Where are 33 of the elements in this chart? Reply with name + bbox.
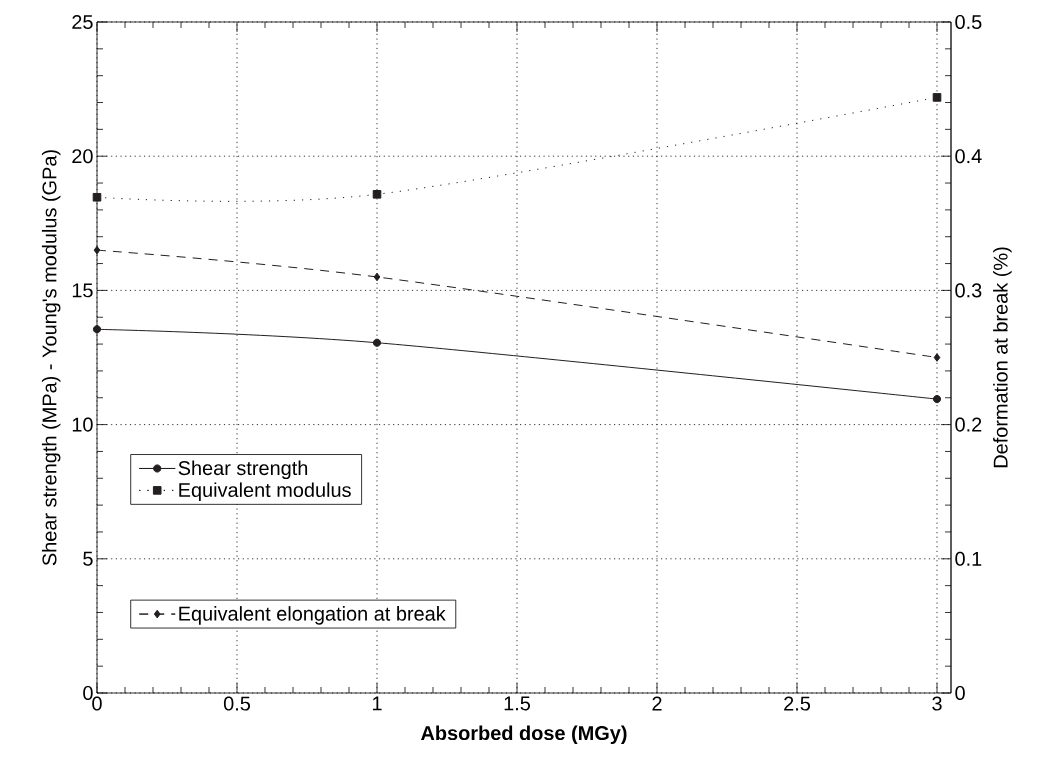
legend-label: Equivalent modulus xyxy=(179,482,351,502)
y2-tick-label: 0.3 xyxy=(955,283,982,298)
point xyxy=(92,325,102,334)
point xyxy=(92,192,102,202)
legend-label: Equivalent elongation at break xyxy=(179,606,446,625)
point xyxy=(933,353,941,362)
x-axis-title: Absorbed dose (MGy) xyxy=(421,725,627,745)
y2-tick-label: 0 xyxy=(955,685,965,701)
x-tick-label: 3 xyxy=(932,696,942,711)
y-tick-label: 20 xyxy=(72,149,93,164)
point xyxy=(373,272,381,282)
point xyxy=(372,190,382,199)
point xyxy=(372,338,382,347)
y-tick-label: 10 xyxy=(72,417,93,432)
x-tick-label: 2.5 xyxy=(784,696,811,711)
x-tick-label: 1 xyxy=(372,696,382,711)
y2-tick-label: 0.2 xyxy=(955,417,982,432)
y2-tick-label: 0.4 xyxy=(955,149,982,164)
x-tick-label: 1.5 xyxy=(504,696,531,711)
point xyxy=(932,93,942,102)
y2-axis-title: Deformation at break (%) xyxy=(993,247,1012,468)
legend-label: Shear strength xyxy=(178,460,308,480)
y-axis-title: Shear strength (MPa) - Young's modulus (GPa) xyxy=(41,150,61,566)
x-tick-label: 0.5 xyxy=(223,696,251,711)
y-tick-label: 25 xyxy=(72,14,93,30)
y-tick-label: 0 xyxy=(83,685,93,701)
y2-tick-label: 0.1 xyxy=(955,551,982,566)
point xyxy=(932,395,942,404)
y2-tick-label: 0.5 xyxy=(955,14,982,30)
point xyxy=(93,245,101,255)
y-tick-label: 5 xyxy=(83,551,93,566)
x-tick-label: 2 xyxy=(652,696,662,711)
y-tick-label: 15 xyxy=(72,283,93,298)
